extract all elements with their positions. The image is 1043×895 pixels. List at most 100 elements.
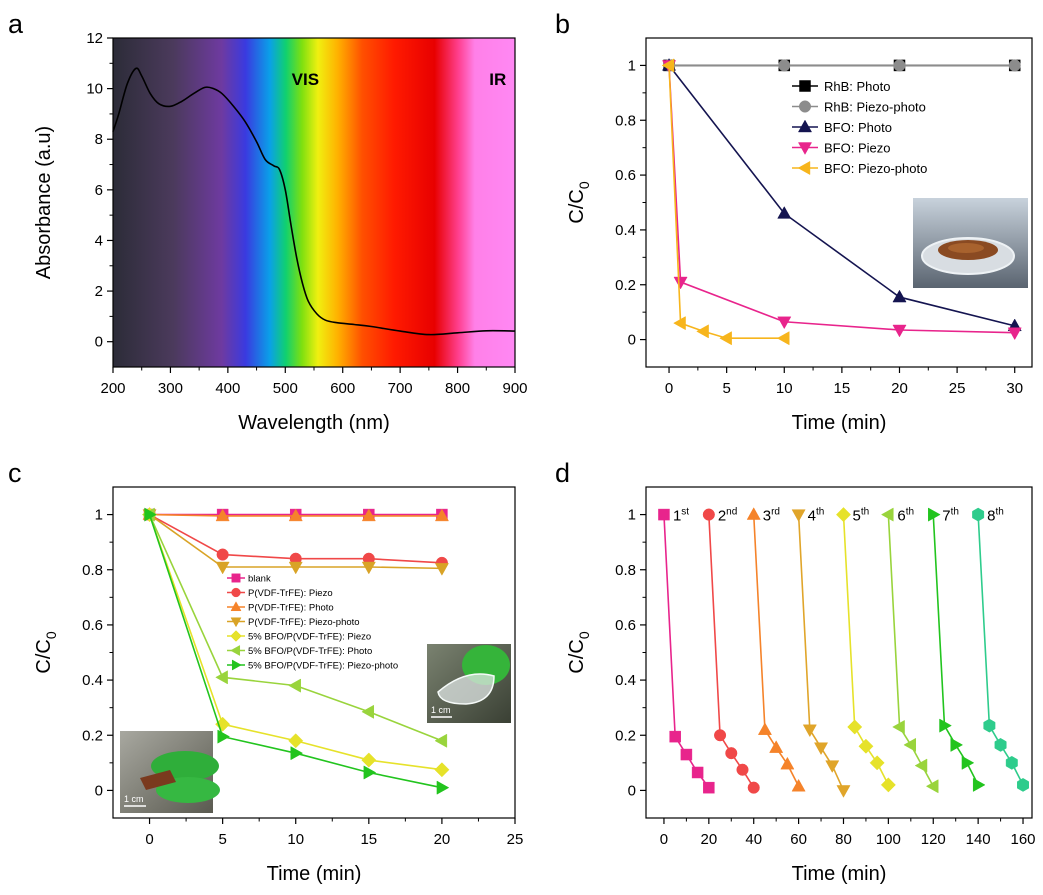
- legend-marker-1: [798, 100, 812, 113]
- point-d-4-1: [847, 719, 863, 735]
- legend-label-2: BFO: Photo: [824, 120, 892, 135]
- point-d-2-4: [791, 778, 806, 792]
- series-d-7: [972, 507, 1029, 792]
- cycle-label-6: 7th: [942, 507, 959, 525]
- y-tick-label-a-4: 8: [95, 131, 103, 148]
- x-tick-label-b-1: 5: [722, 380, 730, 397]
- legend-label-6: 5% BFO/P(VDF-TrFE): Piezo-photo: [248, 661, 398, 672]
- x-axis-label-b: Time (min): [792, 412, 887, 434]
- series-d-4: [835, 507, 896, 793]
- y-tick-label-c-1: 0.2: [82, 727, 103, 744]
- point-d-1-3: [736, 763, 749, 776]
- y-tick-label-d-0: 0: [628, 782, 636, 799]
- y-tick-label-b-3: 0.6: [615, 167, 636, 184]
- cycle-label-1: 2nd: [718, 507, 737, 525]
- legend-b: RhB: Photo RhB: Piezo-photo BFO: Photo BFO:…: [792, 79, 927, 176]
- point-c-5-3: [361, 704, 375, 719]
- point-c-3-1: [215, 561, 230, 575]
- point-d-4-2: [858, 738, 874, 754]
- legend-marker-6: [231, 659, 242, 671]
- cycle-label-3: 4th: [808, 507, 825, 525]
- scale-label: 1 cm: [431, 705, 451, 715]
- point-d-1-2: [725, 747, 738, 760]
- point-d-3-4: [836, 785, 851, 798]
- y-tick-label-a-2: 4: [95, 232, 103, 249]
- series-d-5: [880, 507, 939, 794]
- spectrum-background: [113, 38, 515, 367]
- chart-b: b 0 5 10 15 20 25 30 0 0.2 0.4 0.6 0.8 1 Time (min) C/C…: [555, 9, 1033, 434]
- y-tick-label-d-5: 1: [628, 507, 636, 524]
- x-tick-label-d-1: 20: [700, 831, 717, 848]
- point-d-5-0: [880, 507, 894, 522]
- series-line-d-1: [708, 514, 755, 789]
- point-d-4-0: [835, 507, 851, 523]
- film: [437, 673, 495, 705]
- y-tick-label-c-0: 0: [95, 782, 103, 799]
- absorbance-curve: [112, 67, 516, 336]
- chart-a: a 200 300 400 500 600 700 800 900 0 2 4 6 8 10 12 Wavele…: [8, 9, 528, 434]
- point-b-4-0: [661, 58, 675, 73]
- point-b-3-1: [673, 276, 688, 290]
- point-c-6-2: [290, 746, 304, 761]
- legend-label-2: P(VDF-TrFE): Photo: [248, 603, 334, 614]
- series-d-3: [791, 509, 851, 798]
- x-tick-label-b-2: 10: [776, 380, 793, 397]
- x-tick-label-c-0: 0: [145, 831, 153, 848]
- point-c-2-4: [434, 508, 449, 522]
- point-c-6-1: [217, 729, 231, 744]
- x-axis-label-c: Time (min): [267, 863, 362, 885]
- series-d-1: [702, 508, 760, 794]
- point-b-3-3: [892, 324, 907, 338]
- chart-c: c 0 5 10 15 20 25 0 0.2 0.4 0.6 0.8 1 Time (min) C/C0 1…: [8, 458, 523, 885]
- point-b-1-2: [893, 59, 906, 72]
- series-c-6: [144, 507, 450, 795]
- y-tick-label-a-3: 6: [95, 182, 103, 199]
- legend-label-0: RhB: Photo: [824, 79, 891, 94]
- y-tick-label-b-4: 0.8: [615, 112, 636, 129]
- y-tick-label-c-2: 0.4: [82, 672, 103, 689]
- x-tick-label-a-5: 700: [388, 380, 413, 397]
- series-d-0: [658, 508, 715, 794]
- series-line-d-0: [663, 514, 710, 789]
- x-tick-label-a-1: 300: [158, 380, 183, 397]
- legend-marker-2: [230, 601, 242, 612]
- legend-label-0: blank: [248, 574, 271, 585]
- x-tick-label-d-4: 80: [835, 831, 852, 848]
- point-d-6-0: [928, 507, 941, 522]
- cycle-label-7: 8th: [987, 507, 1004, 525]
- x-tick-label-a-2: 400: [215, 380, 240, 397]
- point-c-2-3: [361, 508, 376, 522]
- point-d-0-2: [680, 748, 693, 761]
- y-tick-label-a-6: 12: [86, 30, 103, 47]
- x-tick-label-b-6: 30: [1006, 380, 1023, 397]
- point-d-5-4: [925, 779, 939, 794]
- x-tick-label-d-0: 0: [660, 831, 668, 848]
- y-axis-label-a: Absorbance (a.u): [33, 126, 55, 279]
- x-tick-label-d-7: 140: [966, 831, 991, 848]
- legend-c: blank P(VDF-TrFE): Piezo P(VDF-TrFE): Phot…: [227, 574, 398, 672]
- x-tick-label-b-5: 25: [949, 380, 966, 397]
- legend-label-3: P(VDF-TrFE): Piezo-photo: [248, 617, 360, 628]
- point-b-1-3: [1008, 59, 1021, 72]
- series-b-4: [661, 58, 790, 346]
- point-d-2-1: [757, 722, 772, 735]
- x-tick-label-b-3: 15: [834, 380, 851, 397]
- panel-label-a: a: [8, 9, 24, 39]
- cycle-label-5: 6th: [897, 507, 914, 525]
- inset-photo-film-transparent: 1 cm: [427, 644, 511, 723]
- point-d-3-2: [814, 742, 829, 756]
- legend-marker-0: [799, 80, 811, 92]
- cycle-label-2: 3rd: [763, 507, 780, 525]
- inset-photo-film-curled: 1 cm: [120, 731, 220, 813]
- point-d-6-1: [939, 718, 952, 733]
- x-tick-label-c-2: 10: [287, 831, 304, 848]
- x-tick-label-b-0: 0: [665, 380, 673, 397]
- y-tick-label-d-4: 0.8: [615, 562, 636, 579]
- legend-label-1: P(VDF-TrFE): Piezo: [248, 588, 333, 599]
- x-tick-label-d-2: 40: [745, 831, 762, 848]
- cycle-label-4: 5th: [852, 507, 869, 525]
- legend-label-3: BFO: Piezo: [824, 141, 890, 156]
- panel-label-d: d: [555, 458, 570, 488]
- y-tick-label-d-1: 0.2: [615, 727, 636, 744]
- x-tick-label-c-4: 20: [434, 831, 451, 848]
